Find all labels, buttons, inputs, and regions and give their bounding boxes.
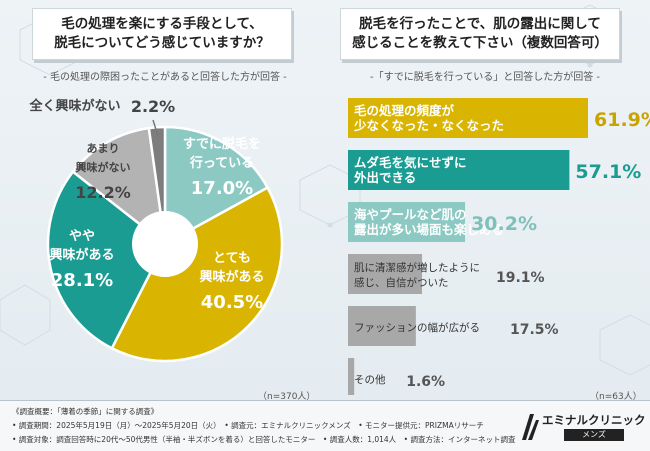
- pie-slice-2: [46, 169, 167, 350]
- pie-center-hole: [132, 211, 198, 277]
- pie-label-4: 全く興味がない: [28, 98, 120, 114]
- pie-value-0: 17.0%: [191, 178, 253, 199]
- pie-slice-0: [163, 125, 270, 247]
- bar-5: [348, 358, 355, 395]
- clinic-logo: エミナルクリニック メンズ: [518, 410, 646, 444]
- pie-label-3-0: あまり: [87, 142, 120, 155]
- pie-label-0-0: すでに脱毛を: [183, 136, 261, 152]
- bar-4: [348, 306, 416, 346]
- bar-3: [348, 254, 423, 294]
- bar-value-1: 57.1%: [575, 161, 641, 183]
- bar-0: [348, 98, 588, 138]
- bar-value-5: 1.6%: [406, 374, 445, 390]
- bar-label-2-1: 露出が多い場面も楽しめる: [354, 222, 504, 237]
- bar-label-3-1: 感じ、自信がついた: [354, 276, 449, 289]
- pie-label-3-1: 興味がない: [76, 160, 131, 174]
- pie-label-2-1: 興味がある: [49, 247, 114, 263]
- right-question-card: 脱毛を行ったことで、肌の露出に関して 感じることを教えて下さい（複数回答可）: [340, 8, 620, 60]
- pie-label-1-1: 興味がある: [199, 269, 264, 285]
- pie-leader-line: [152, 119, 159, 137]
- pie-slice-1: [110, 185, 284, 363]
- pie-label-2-0: やや: [69, 229, 95, 244]
- left-subtitle: - 毛の処理の際困ったことがあると回答した方が回答 -: [43, 72, 287, 83]
- bar-label-0-1: 少なくなった・なくなった: [353, 118, 504, 133]
- bar-label-2-0: 海やプールなど肌の: [354, 207, 467, 222]
- pie-value-1: 40.5%: [201, 292, 263, 313]
- pie-value-4: 2.2%: [131, 97, 175, 116]
- pie-value-3: 12.2%: [75, 183, 131, 202]
- bar-label-0-0: 毛の処理の頻度が: [354, 103, 455, 118]
- bar-1: [348, 150, 570, 190]
- bar-value-0: 61.9%: [594, 109, 650, 131]
- right-sample-size: （n=63人）: [590, 392, 642, 402]
- footer-line-2: • 調査期間：2025年5月19日（月）～2025年5月20日（火） • 調査元…: [12, 421, 484, 430]
- logo-name: エミナルクリニック: [542, 413, 646, 427]
- bar-label-1-1: 外出できる: [353, 170, 416, 185]
- left-question-title: 毛の処理を楽にする手段として、 脱毛についてどう感じていますか？: [54, 16, 270, 51]
- pie-slice-3: [71, 126, 167, 247]
- bar-label-1-0: ムダ毛を気にせずに: [354, 155, 467, 170]
- survey-footer: 《調査概要：「薄着の季節」に関する調査》 • 調査期間：2025年5月19日（月…: [0, 400, 650, 451]
- pie-value-2: 28.1%: [51, 270, 113, 291]
- pie-label-0-1: 行っている: [189, 155, 254, 171]
- bar-label-4-0: ファッションの幅が広がる: [354, 321, 480, 334]
- logo-sub: メンズ: [564, 429, 624, 441]
- left-sample-size: （n=370人）: [258, 392, 316, 402]
- bar-value-4: 17.5%: [510, 322, 559, 338]
- bar-2: [348, 202, 466, 242]
- pie-chart: すでに脱毛を行っている17.0%とても興味がある40.5%やや興味がある28.1…: [28, 97, 284, 363]
- logo-mark-icon: [522, 414, 539, 440]
- pie-label-1-0: とても: [213, 251, 251, 266]
- footer-line-3: • 調査対象：調査回答時に20代～50代男性（半袖・半ズボンを着る）と回答したモ…: [12, 435, 516, 444]
- bar-label-3-0: 肌に清潔感が増したように: [354, 261, 480, 274]
- right-question-title: 脱毛を行ったことで、肌の露出に関して 感じることを教えて下さい（複数回答可）: [352, 16, 608, 51]
- bar-label-5-0: その他: [354, 373, 386, 386]
- bar-value-3: 19.1%: [496, 270, 545, 286]
- left-question-card: 毛の処理を楽にする手段として、 脱毛についてどう感じていますか？: [32, 8, 292, 60]
- footer-line-1: 《調査概要：「薄着の季節」に関する調査》: [12, 407, 159, 416]
- right-subtitle: -「すでに脱毛を行っている」と回答した方が回答 -: [370, 72, 600, 83]
- bar-value-2: 30.2%: [471, 213, 537, 235]
